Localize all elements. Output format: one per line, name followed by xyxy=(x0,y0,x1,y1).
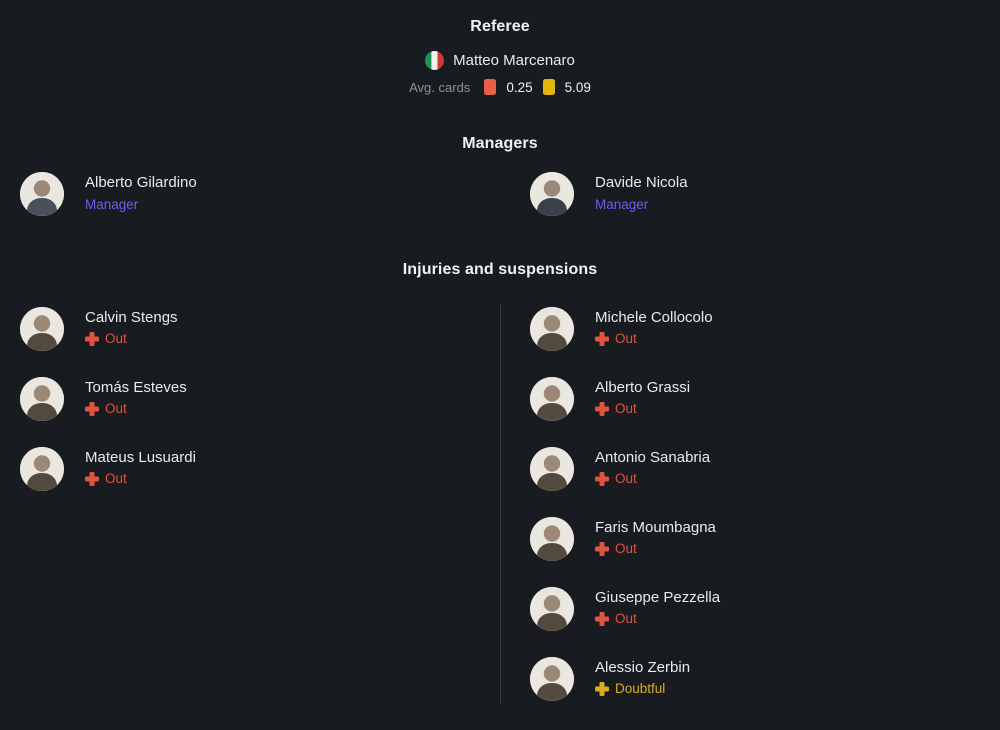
player-name: Tomás Esteves xyxy=(85,379,187,396)
person-silhouette-icon xyxy=(530,517,574,561)
away-manager-row[interactable]: Davide Nicola Manager xyxy=(530,172,688,216)
referee-info: Matteo Marcenaro xyxy=(0,51,1000,70)
player-status: Out xyxy=(105,331,127,346)
injuries-section-title: Injuries and suspensions xyxy=(402,261,598,278)
managers-section-title: Managers xyxy=(462,135,538,152)
medical-cross-icon xyxy=(595,542,609,556)
home-manager-row[interactable]: Alberto Gilardino Manager xyxy=(20,172,197,216)
player-status: Out xyxy=(105,401,127,416)
injury-row[interactable]: Faris Moumbagna Out xyxy=(530,517,720,561)
person-silhouette-icon xyxy=(20,447,64,491)
avg-cards-label: Avg. cards xyxy=(409,79,471,95)
person-silhouette-icon xyxy=(530,307,574,351)
medical-cross-icon xyxy=(85,402,99,416)
player-avatar xyxy=(530,517,574,561)
player-name: Michele Collocolo xyxy=(595,309,713,326)
player-avatar xyxy=(20,447,64,491)
person-silhouette-icon xyxy=(20,377,64,421)
injury-row[interactable]: Calvin Stengs Out xyxy=(20,307,196,351)
player-name: Faris Moumbagna xyxy=(595,519,716,536)
yellow-card-icon xyxy=(542,79,555,95)
player-status: Doubtful xyxy=(615,681,666,696)
player-name: Alberto Grassi xyxy=(595,379,691,396)
player-avatar xyxy=(530,447,574,491)
column-divider xyxy=(500,304,501,704)
home-injuries-list: Calvin Stengs Out Tomás Esteves xyxy=(20,307,196,491)
person-silhouette-icon xyxy=(530,172,574,216)
away-injuries-list: Michele Collocolo Out Alberto Grassi xyxy=(530,307,720,701)
player-status-row: Doubtful xyxy=(595,682,690,696)
referee-name: Matteo Marcenaro xyxy=(453,52,575,69)
player-status-row: Out xyxy=(595,542,716,556)
player-avatar xyxy=(530,377,574,421)
injury-row[interactable]: Michele Collocolo Out xyxy=(530,307,720,351)
injury-row[interactable]: Antonio Sanabria Out xyxy=(530,447,720,491)
avg-red-cards-value: 0.25 xyxy=(506,79,533,95)
player-name: Calvin Stengs xyxy=(85,309,178,326)
manager-role: Manager xyxy=(595,197,649,212)
red-card-icon xyxy=(484,79,497,95)
player-status-row: Out xyxy=(85,472,196,486)
injury-row[interactable]: Mateus Lusuardi Out xyxy=(20,447,196,491)
player-name: Antonio Sanabria xyxy=(595,449,711,466)
manager-avatar xyxy=(20,172,64,216)
medical-cross-icon xyxy=(85,472,99,486)
player-name: Alessio Zerbin xyxy=(595,659,691,676)
medical-cross-icon xyxy=(595,332,609,346)
player-avatar xyxy=(20,377,64,421)
player-status-row: Out xyxy=(595,332,713,346)
medical-cross-icon xyxy=(595,402,609,416)
italy-flag-icon xyxy=(425,51,445,70)
player-status-row: Out xyxy=(595,472,710,486)
player-name: Giuseppe Pezzella xyxy=(595,589,721,606)
medical-cross-icon xyxy=(595,612,609,626)
manager-role: Manager xyxy=(85,197,139,212)
player-status: Out xyxy=(615,541,637,556)
person-silhouette-icon xyxy=(530,657,574,701)
injury-row[interactable]: Alessio Zerbin Doubtful xyxy=(530,657,720,701)
player-avatar xyxy=(530,657,574,701)
player-status: Out xyxy=(105,471,127,486)
avg-yellow-cards-value: 5.09 xyxy=(564,79,591,95)
person-silhouette-icon xyxy=(20,307,64,351)
injury-row[interactable]: Giuseppe Pezzella Out xyxy=(530,587,720,631)
person-silhouette-icon xyxy=(530,377,574,421)
player-status: Out xyxy=(615,471,637,486)
player-status-row: Out xyxy=(595,402,690,416)
player-status-row: Out xyxy=(85,402,187,416)
medical-cross-icon xyxy=(595,472,609,486)
player-name: Mateus Lusuardi xyxy=(85,449,196,466)
person-silhouette-icon xyxy=(20,172,64,216)
player-status: Out xyxy=(615,401,637,416)
manager-avatar xyxy=(530,172,574,216)
medical-cross-icon xyxy=(85,332,99,346)
referee-avg-cards: Avg. cards 0.25 5.09 xyxy=(0,79,1000,95)
player-avatar xyxy=(20,307,64,351)
person-silhouette-icon xyxy=(530,587,574,631)
medical-cross-icon xyxy=(595,682,609,696)
player-avatar xyxy=(530,307,574,351)
injury-row[interactable]: Alberto Grassi Out xyxy=(530,377,720,421)
manager-name: Davide Nicola xyxy=(595,174,688,191)
player-avatar xyxy=(530,587,574,631)
player-status-row: Out xyxy=(85,332,178,346)
player-status-row: Out xyxy=(595,612,720,626)
referee-section-title: Referee xyxy=(470,18,530,35)
player-status: Out xyxy=(615,611,637,626)
player-status: Out xyxy=(615,331,637,346)
person-silhouette-icon xyxy=(530,447,574,491)
manager-name: Alberto Gilardino xyxy=(85,174,197,191)
injury-row[interactable]: Tomás Esteves Out xyxy=(20,377,196,421)
